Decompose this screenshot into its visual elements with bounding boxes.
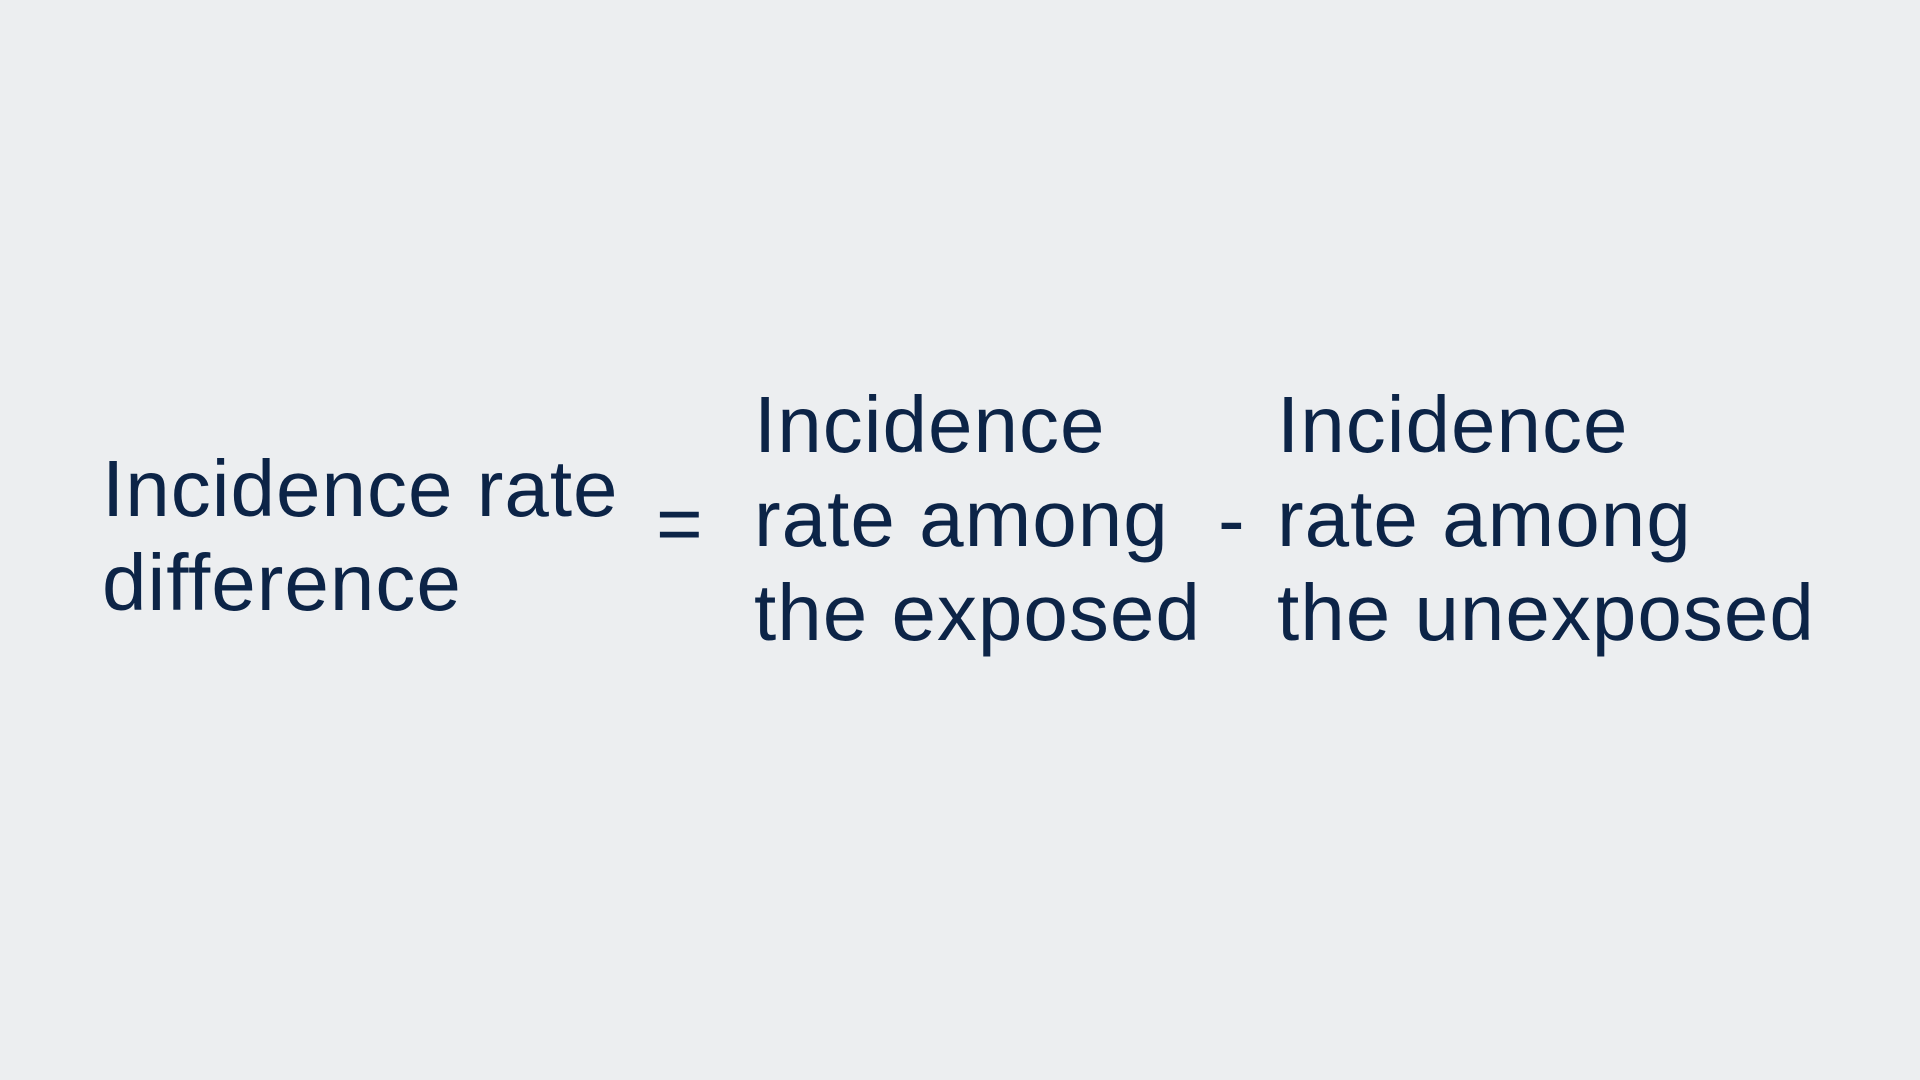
lhs-line-2: difference [102,538,462,627]
unexposed-line-2: rate among [1277,474,1692,563]
exposed-line-2: rate among [754,474,1169,563]
unexposed-line-3: the unexposed [1277,568,1815,657]
lhs-line-1: Incidence rate [102,444,619,533]
unexposed-incidence-term: Incidence rate among the unexposed [1277,378,1815,660]
exposed-line-3: the exposed [754,568,1201,657]
minus-sign: - [1218,475,1245,564]
exposed-incidence-term: Incidence rate among the exposed [754,378,1201,660]
exposed-line-1: Incidence [754,380,1106,469]
lhs-term-incidence-rate-difference: Incidence rate difference [102,442,619,630]
unexposed-line-1: Incidence [1277,380,1629,469]
equals-sign: = [656,479,703,568]
